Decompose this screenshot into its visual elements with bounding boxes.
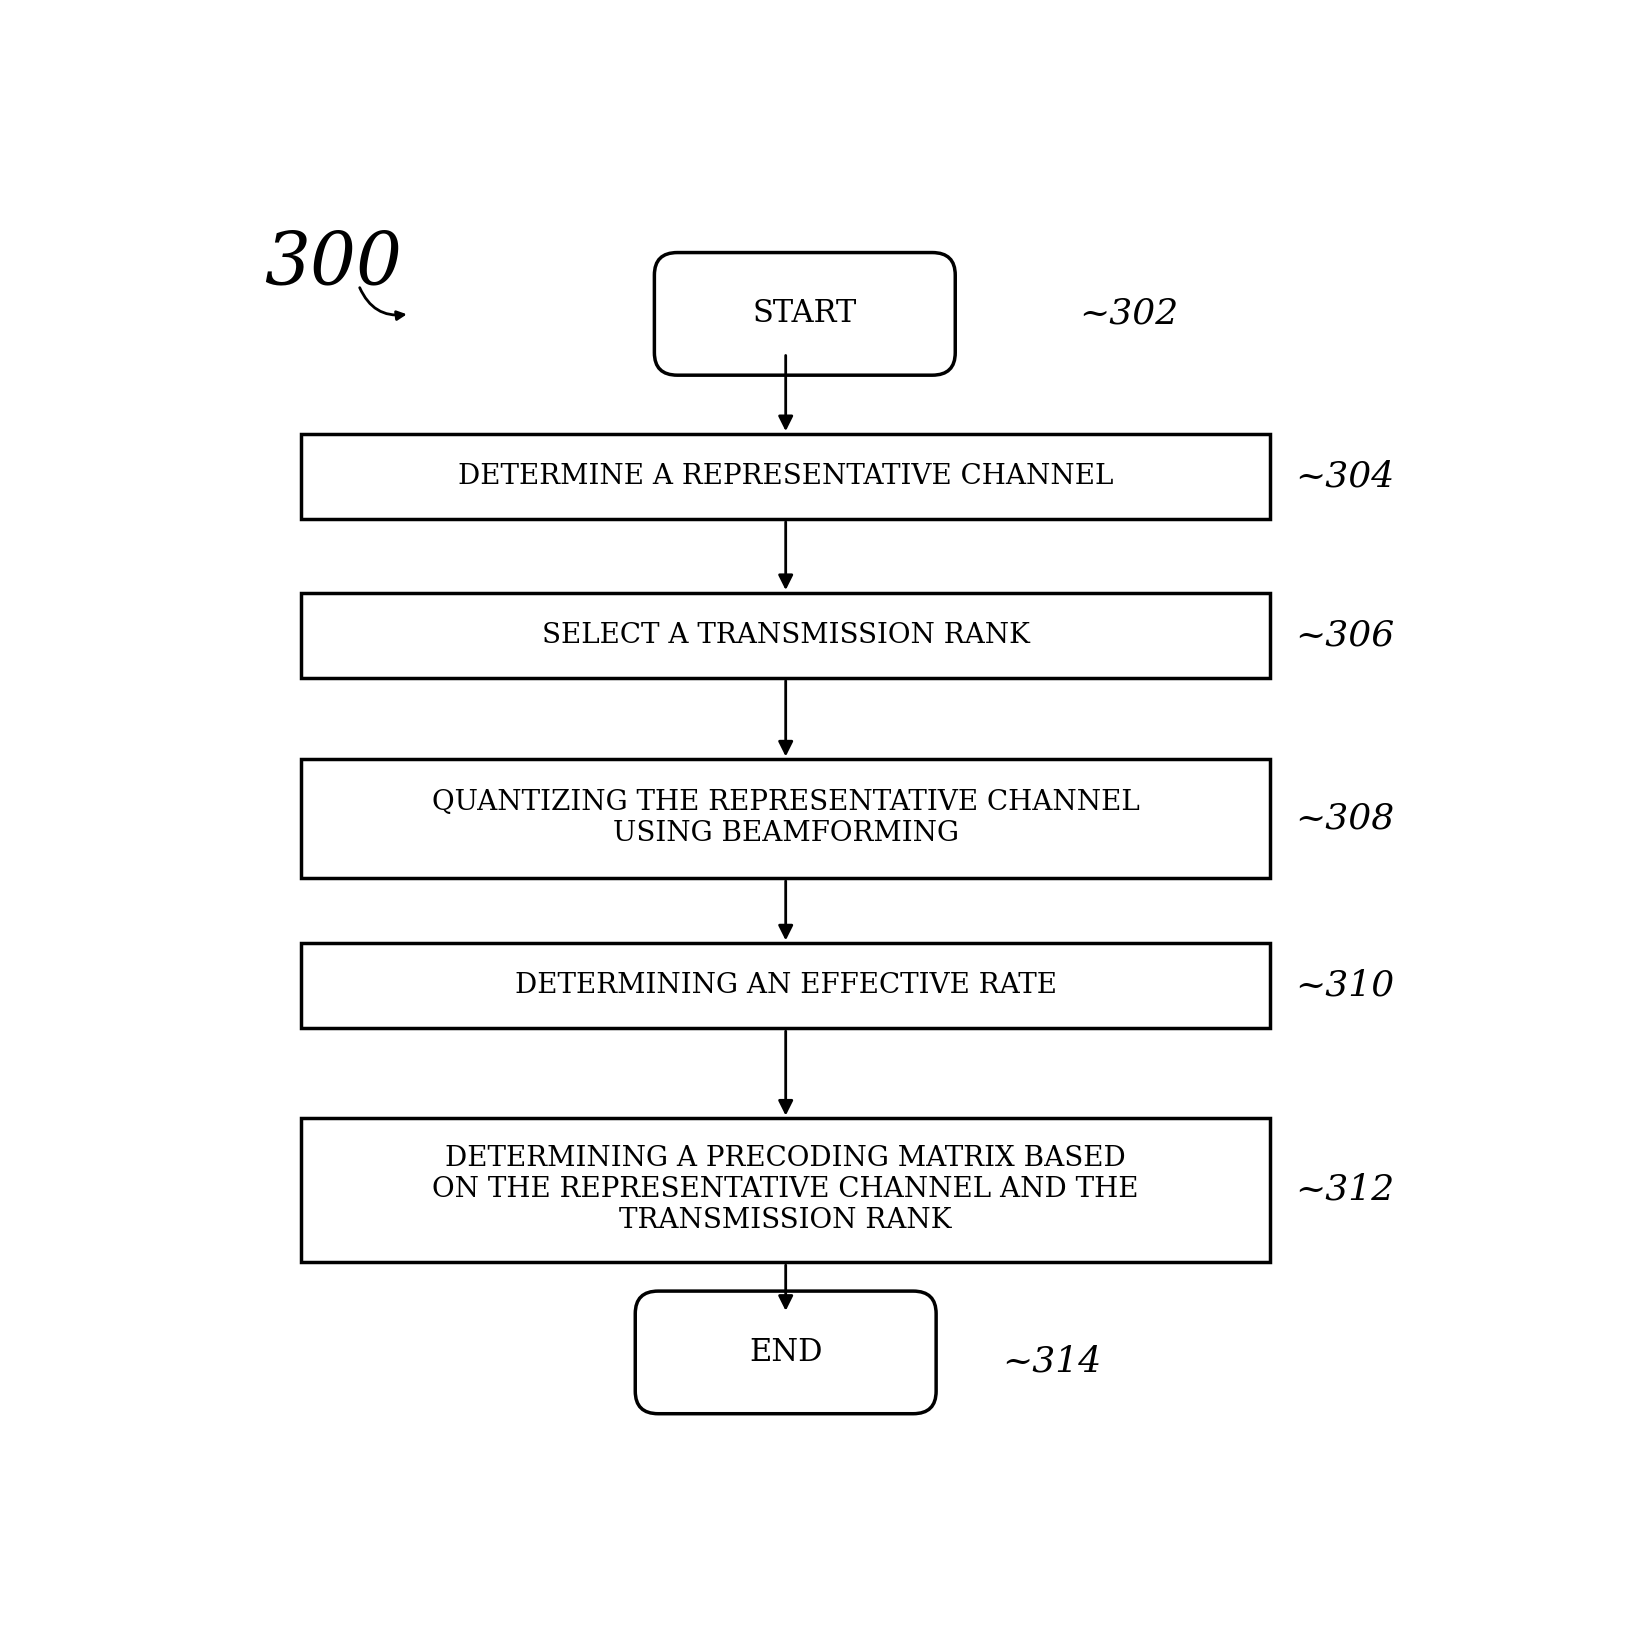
Text: 300: 300 bbox=[265, 229, 401, 299]
Text: START: START bbox=[753, 299, 857, 330]
FancyBboxPatch shape bbox=[655, 252, 956, 375]
Text: SELECT A TRANSMISSION RANK: SELECT A TRANSMISSION RANK bbox=[541, 622, 1030, 648]
FancyBboxPatch shape bbox=[635, 1292, 936, 1414]
Text: END: END bbox=[748, 1337, 822, 1368]
FancyBboxPatch shape bbox=[301, 759, 1270, 878]
FancyBboxPatch shape bbox=[301, 434, 1270, 518]
Text: DETERMINE A REPRESENTATIVE CHANNEL: DETERMINE A REPRESENTATIVE CHANNEL bbox=[457, 463, 1114, 491]
Text: ~314: ~314 bbox=[1002, 1344, 1102, 1378]
FancyBboxPatch shape bbox=[301, 942, 1270, 1029]
Text: DETERMINING A PRECODING MATRIX BASED
ON THE REPRESENTATIVE CHANNEL AND THE
TRANS: DETERMINING A PRECODING MATRIX BASED ON … bbox=[433, 1146, 1138, 1235]
FancyBboxPatch shape bbox=[301, 1118, 1270, 1261]
Text: ~310: ~310 bbox=[1296, 968, 1395, 1003]
Text: ~306: ~306 bbox=[1296, 619, 1395, 653]
Text: ~308: ~308 bbox=[1296, 801, 1395, 835]
Text: ~312: ~312 bbox=[1296, 1173, 1395, 1207]
Text: ~304: ~304 bbox=[1296, 460, 1395, 494]
Text: QUANTIZING THE REPRESENTATIVE CHANNEL
USING BEAMFORMING: QUANTIZING THE REPRESENTATIVE CHANNEL US… bbox=[433, 790, 1140, 847]
Text: DETERMINING AN EFFECTIVE RATE: DETERMINING AN EFFECTIVE RATE bbox=[515, 972, 1056, 999]
Text: ~302: ~302 bbox=[1079, 297, 1178, 332]
FancyBboxPatch shape bbox=[301, 593, 1270, 678]
